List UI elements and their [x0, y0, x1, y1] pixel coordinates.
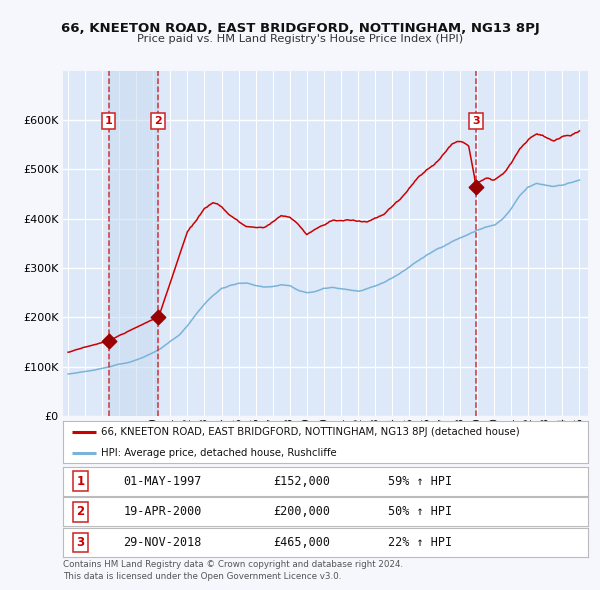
Text: £465,000: £465,000: [273, 536, 330, 549]
Text: £200,000: £200,000: [273, 505, 330, 519]
Text: 2: 2: [76, 505, 85, 519]
Text: Contains HM Land Registry data © Crown copyright and database right 2024.
This d: Contains HM Land Registry data © Crown c…: [63, 560, 403, 581]
Text: 01-MAY-1997: 01-MAY-1997: [124, 474, 202, 488]
Text: 3: 3: [76, 536, 85, 549]
Text: 3: 3: [472, 116, 479, 126]
Point: [471, 182, 481, 191]
Text: 22% ↑ HPI: 22% ↑ HPI: [389, 536, 452, 549]
Text: 29-NOV-2018: 29-NOV-2018: [124, 536, 202, 549]
Text: Price paid vs. HM Land Registry's House Price Index (HPI): Price paid vs. HM Land Registry's House …: [137, 34, 463, 44]
Text: 66, KNEETON ROAD, EAST BRIDGFORD, NOTTINGHAM, NG13 8PJ (detached house): 66, KNEETON ROAD, EAST BRIDGFORD, NOTTIN…: [101, 427, 520, 437]
Point: [104, 336, 113, 346]
Text: £152,000: £152,000: [273, 474, 330, 488]
Text: 50% ↑ HPI: 50% ↑ HPI: [389, 505, 452, 519]
Text: 1: 1: [76, 474, 85, 488]
Point: [154, 313, 163, 322]
Text: 19-APR-2000: 19-APR-2000: [124, 505, 202, 519]
Text: HPI: Average price, detached house, Rushcliffe: HPI: Average price, detached house, Rush…: [101, 448, 337, 457]
Text: 2: 2: [155, 116, 163, 126]
Text: 59% ↑ HPI: 59% ↑ HPI: [389, 474, 452, 488]
Bar: [109, 71, 158, 416]
Text: 1: 1: [104, 116, 112, 126]
Text: 66, KNEETON ROAD, EAST BRIDGFORD, NOTTINGHAM, NG13 8PJ: 66, KNEETON ROAD, EAST BRIDGFORD, NOTTIN…: [61, 22, 539, 35]
